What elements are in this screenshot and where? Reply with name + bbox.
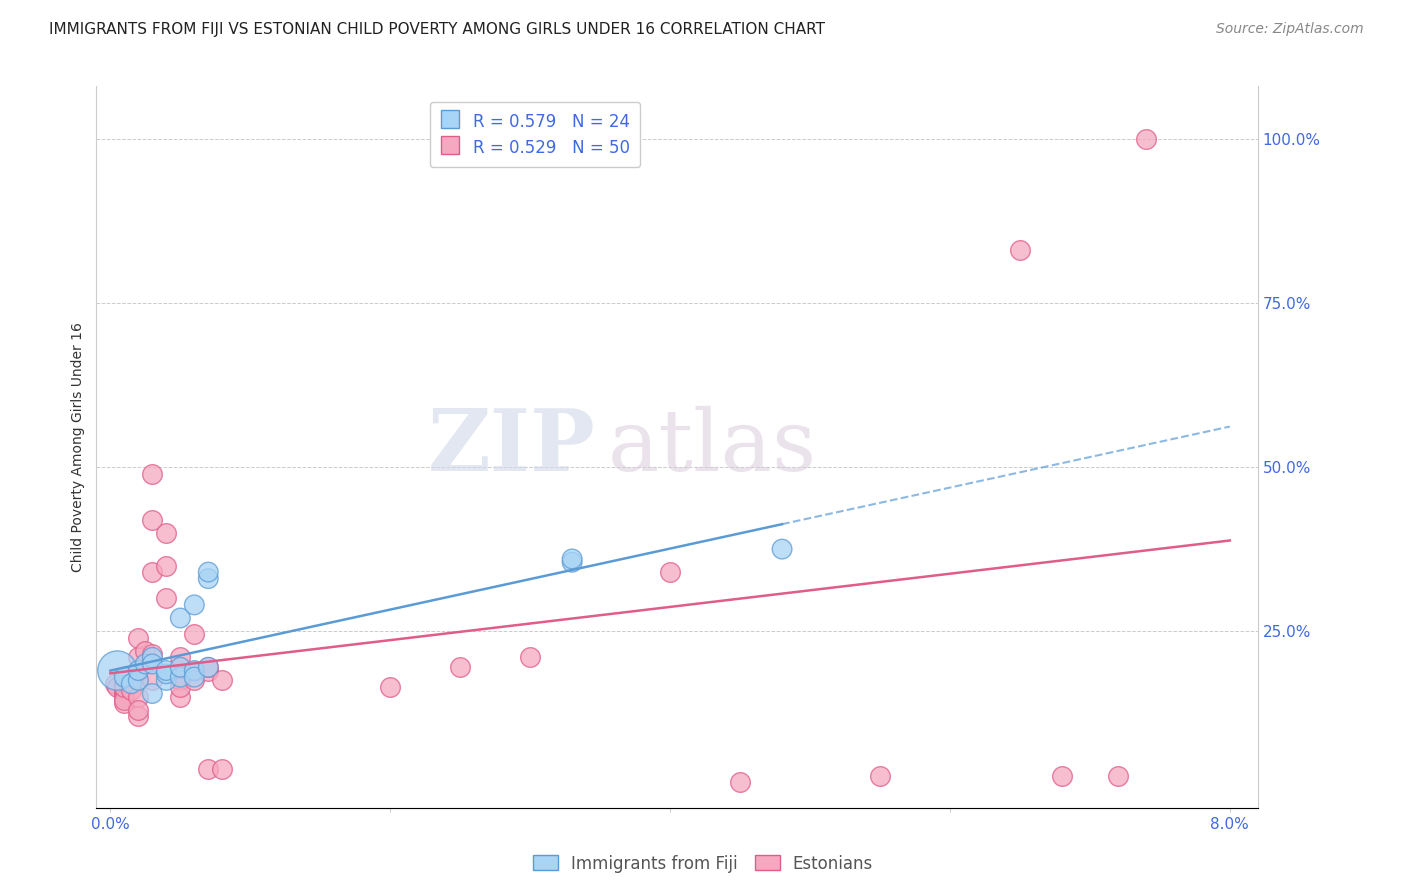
- Point: [197, 762, 219, 776]
- Point: [770, 542, 793, 557]
- Point: [169, 660, 191, 674]
- Point: [183, 664, 205, 678]
- Point: [169, 673, 191, 688]
- Point: [141, 686, 163, 700]
- Point: [112, 690, 135, 704]
- Point: [1008, 244, 1031, 258]
- Point: [103, 676, 125, 690]
- Point: [127, 673, 149, 688]
- Point: [155, 673, 177, 688]
- Legend: R = 0.579   N = 24, R = 0.529   N = 50: R = 0.579 N = 24, R = 0.529 N = 50: [430, 102, 640, 167]
- Text: atlas: atlas: [607, 406, 817, 489]
- Point: [197, 572, 219, 586]
- Point: [141, 467, 163, 481]
- Point: [112, 670, 135, 684]
- Point: [169, 666, 191, 681]
- Point: [169, 680, 191, 694]
- Point: [183, 673, 205, 688]
- Point: [141, 673, 163, 688]
- Y-axis label: Child Poverty Among Girls Under 16: Child Poverty Among Girls Under 16: [72, 322, 86, 573]
- Point: [134, 657, 156, 671]
- Point: [112, 686, 135, 700]
- Text: ZIP: ZIP: [427, 405, 596, 490]
- Point: [105, 664, 128, 678]
- Point: [127, 690, 149, 704]
- Point: [141, 657, 163, 671]
- Point: [869, 768, 891, 782]
- Point: [120, 676, 142, 690]
- Text: IMMIGRANTS FROM FIJI VS ESTONIAN CHILD POVERTY AMONG GIRLS UNDER 16 CORRELATION : IMMIGRANTS FROM FIJI VS ESTONIAN CHILD P…: [49, 22, 825, 37]
- Point: [155, 525, 177, 540]
- Point: [127, 664, 149, 678]
- Point: [1135, 132, 1157, 146]
- Point: [183, 670, 205, 684]
- Point: [155, 558, 177, 573]
- Point: [112, 680, 135, 694]
- Point: [183, 598, 205, 612]
- Point: [127, 673, 149, 688]
- Point: [112, 683, 135, 698]
- Point: [169, 660, 191, 674]
- Point: [449, 660, 471, 674]
- Point: [659, 565, 682, 579]
- Point: [561, 552, 583, 566]
- Point: [141, 565, 163, 579]
- Point: [127, 703, 149, 717]
- Point: [380, 680, 402, 694]
- Point: [141, 650, 163, 665]
- Point: [112, 697, 135, 711]
- Point: [155, 666, 177, 681]
- Point: [127, 631, 149, 645]
- Point: [127, 664, 149, 678]
- Point: [728, 775, 751, 789]
- Point: [155, 591, 177, 606]
- Point: [169, 611, 191, 625]
- Legend: Immigrants from Fiji, Estonians: Immigrants from Fiji, Estonians: [526, 848, 880, 880]
- Point: [134, 644, 156, 658]
- Point: [169, 650, 191, 665]
- Point: [169, 670, 191, 684]
- Point: [1050, 768, 1073, 782]
- Point: [197, 565, 219, 579]
- Point: [112, 693, 135, 707]
- Point: [127, 709, 149, 723]
- Point: [141, 512, 163, 526]
- Point: [169, 690, 191, 704]
- Point: [105, 680, 128, 694]
- Point: [197, 660, 219, 674]
- Point: [561, 555, 583, 569]
- Point: [183, 627, 205, 641]
- Point: [120, 683, 142, 698]
- Text: Source: ZipAtlas.com: Source: ZipAtlas.com: [1216, 22, 1364, 37]
- Point: [519, 650, 541, 665]
- Point: [197, 660, 219, 674]
- Point: [211, 762, 233, 776]
- Point: [211, 673, 233, 688]
- Point: [127, 650, 149, 665]
- Point: [141, 647, 163, 661]
- Point: [197, 664, 219, 678]
- Point: [183, 664, 205, 678]
- Point: [1107, 768, 1129, 782]
- Point: [112, 676, 135, 690]
- Point: [155, 664, 177, 678]
